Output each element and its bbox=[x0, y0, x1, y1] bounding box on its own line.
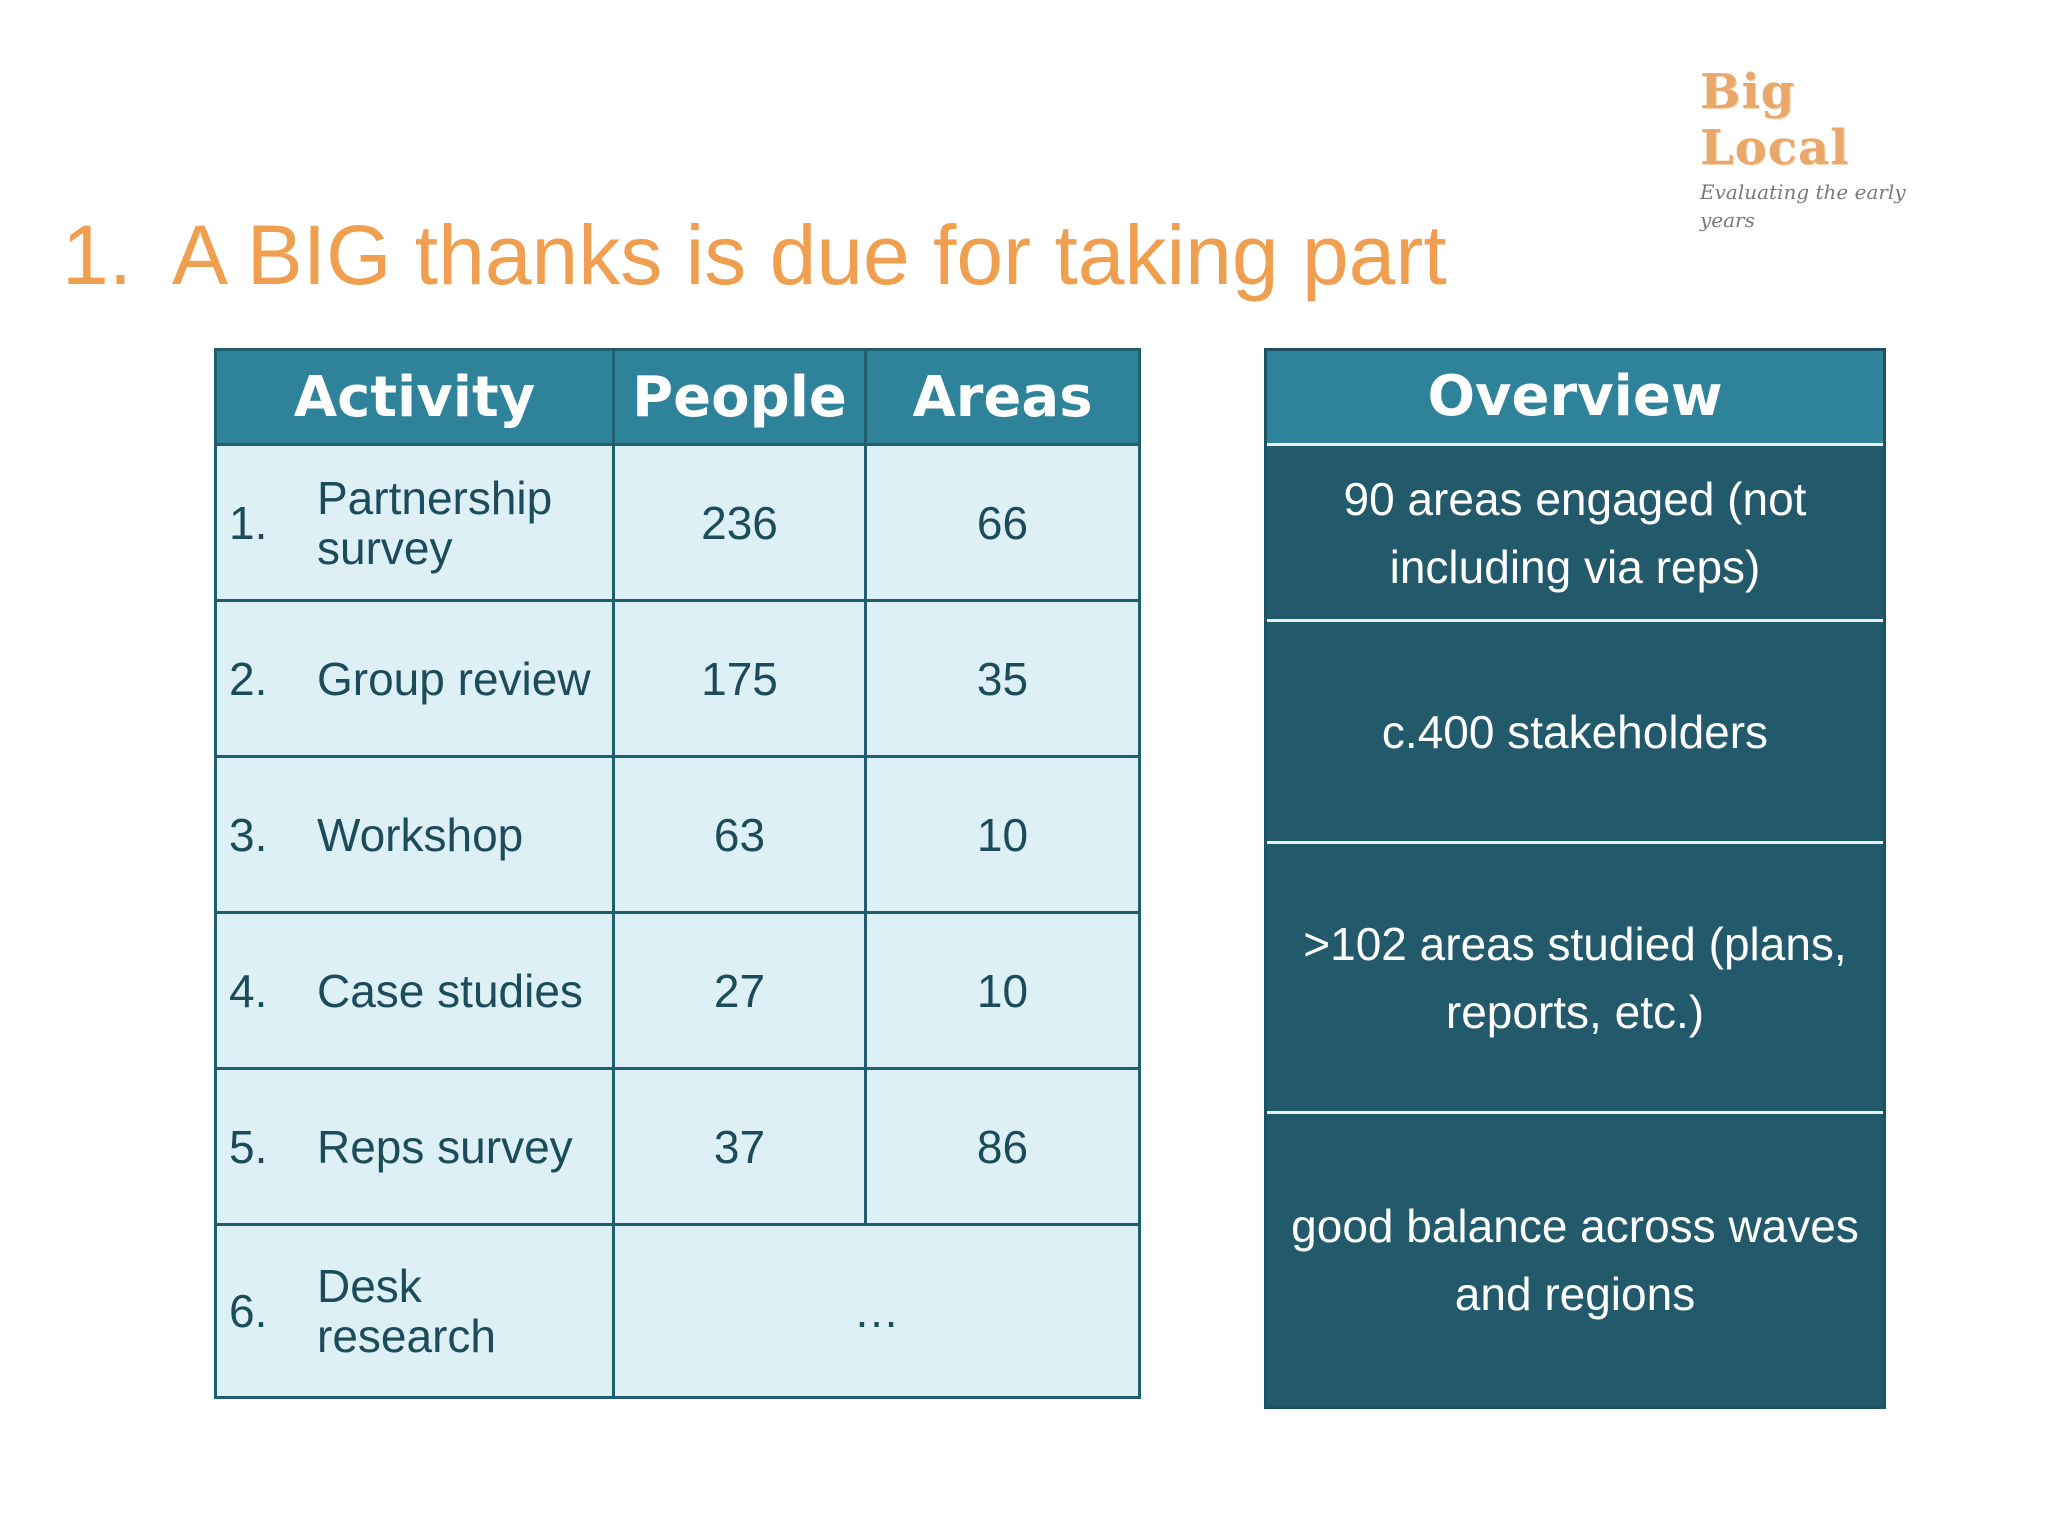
overview-item: c.400 stakeholders bbox=[1267, 622, 1883, 844]
activity-number: 4. bbox=[229, 964, 268, 1017]
header-people: People bbox=[612, 348, 867, 446]
table-row: 3. Workshop 63 10 bbox=[214, 755, 1141, 914]
people-cell: 37 bbox=[612, 1067, 867, 1226]
people-cell: 27 bbox=[612, 911, 867, 1070]
overview-item: good balance across waves and regions bbox=[1291, 1200, 1859, 1320]
areas-cell: 86 bbox=[864, 1067, 1141, 1226]
logo-title: Big Local bbox=[1700, 64, 1850, 176]
merged-cell: … bbox=[612, 1223, 1141, 1399]
overview-header: Overview bbox=[1267, 351, 1883, 446]
activity-label: Reps survey bbox=[317, 1120, 573, 1173]
activity-label: Desk research bbox=[317, 1260, 496, 1362]
big-local-logo: Big Local Evaluating the early years bbox=[1700, 64, 1960, 234]
activity-number: 3. bbox=[229, 808, 268, 861]
activity-number: 6. bbox=[229, 1285, 268, 1337]
people-cell: 236 bbox=[612, 443, 867, 602]
overview-item: >102 areas studied (plans, reports, etc.… bbox=[1267, 844, 1883, 1114]
activity-cell: 5. Reps survey bbox=[214, 1067, 615, 1226]
slide-title: 1. A BIG thanks is due for taking part bbox=[62, 200, 1447, 310]
areas-cell: 66 bbox=[864, 443, 1141, 602]
activity-number: 5. bbox=[229, 1120, 268, 1173]
activity-label: Group review bbox=[317, 652, 591, 705]
overview-panel: Overview 90 areas engaged (not including… bbox=[1264, 348, 1886, 1409]
table-row: 4. Case studies 27 10 bbox=[214, 911, 1141, 1070]
activity-number: 1. bbox=[229, 496, 268, 549]
activity-label: Workshop bbox=[317, 808, 524, 861]
activity-cell: 4. Case studies bbox=[214, 911, 615, 1070]
slide-title-number: 1. bbox=[62, 208, 133, 302]
areas-cell: 10 bbox=[864, 755, 1141, 914]
activity-label: Case studies bbox=[317, 964, 583, 1017]
header-activity: Activity bbox=[214, 348, 615, 446]
slide-title-text: A BIG thanks is due for taking part bbox=[172, 208, 1447, 302]
header-areas: Areas bbox=[864, 348, 1141, 446]
table-row: 6. Desk research … bbox=[214, 1223, 1141, 1399]
activity-label: Partnership survey bbox=[317, 471, 553, 574]
areas-cell: 10 bbox=[864, 911, 1141, 1070]
activity-table: Activity People Areas 1. Partnership surv… bbox=[214, 348, 1141, 1399]
activity-number: 2. bbox=[229, 652, 268, 705]
activity-cell: 1. Partnership survey bbox=[214, 443, 615, 602]
table-row: 2. Group review 175 35 bbox=[214, 599, 1141, 758]
table-header-row: Activity People Areas bbox=[214, 348, 1141, 446]
areas-cell: 35 bbox=[864, 599, 1141, 758]
people-cell: 175 bbox=[612, 599, 867, 758]
activity-cell: 2. Group review bbox=[214, 599, 615, 758]
table-row: 1. Partnership survey 236 66 bbox=[214, 443, 1141, 602]
logo-subtitle: Evaluating the early years bbox=[1700, 180, 1906, 232]
people-cell: 63 bbox=[612, 755, 867, 914]
activity-cell: 6. Desk research bbox=[214, 1223, 615, 1399]
activity-cell: 3. Workshop bbox=[214, 755, 615, 914]
table-row: 5. Reps survey 37 86 bbox=[214, 1067, 1141, 1226]
overview-item: 90 areas engaged (not including via reps… bbox=[1267, 446, 1883, 622]
